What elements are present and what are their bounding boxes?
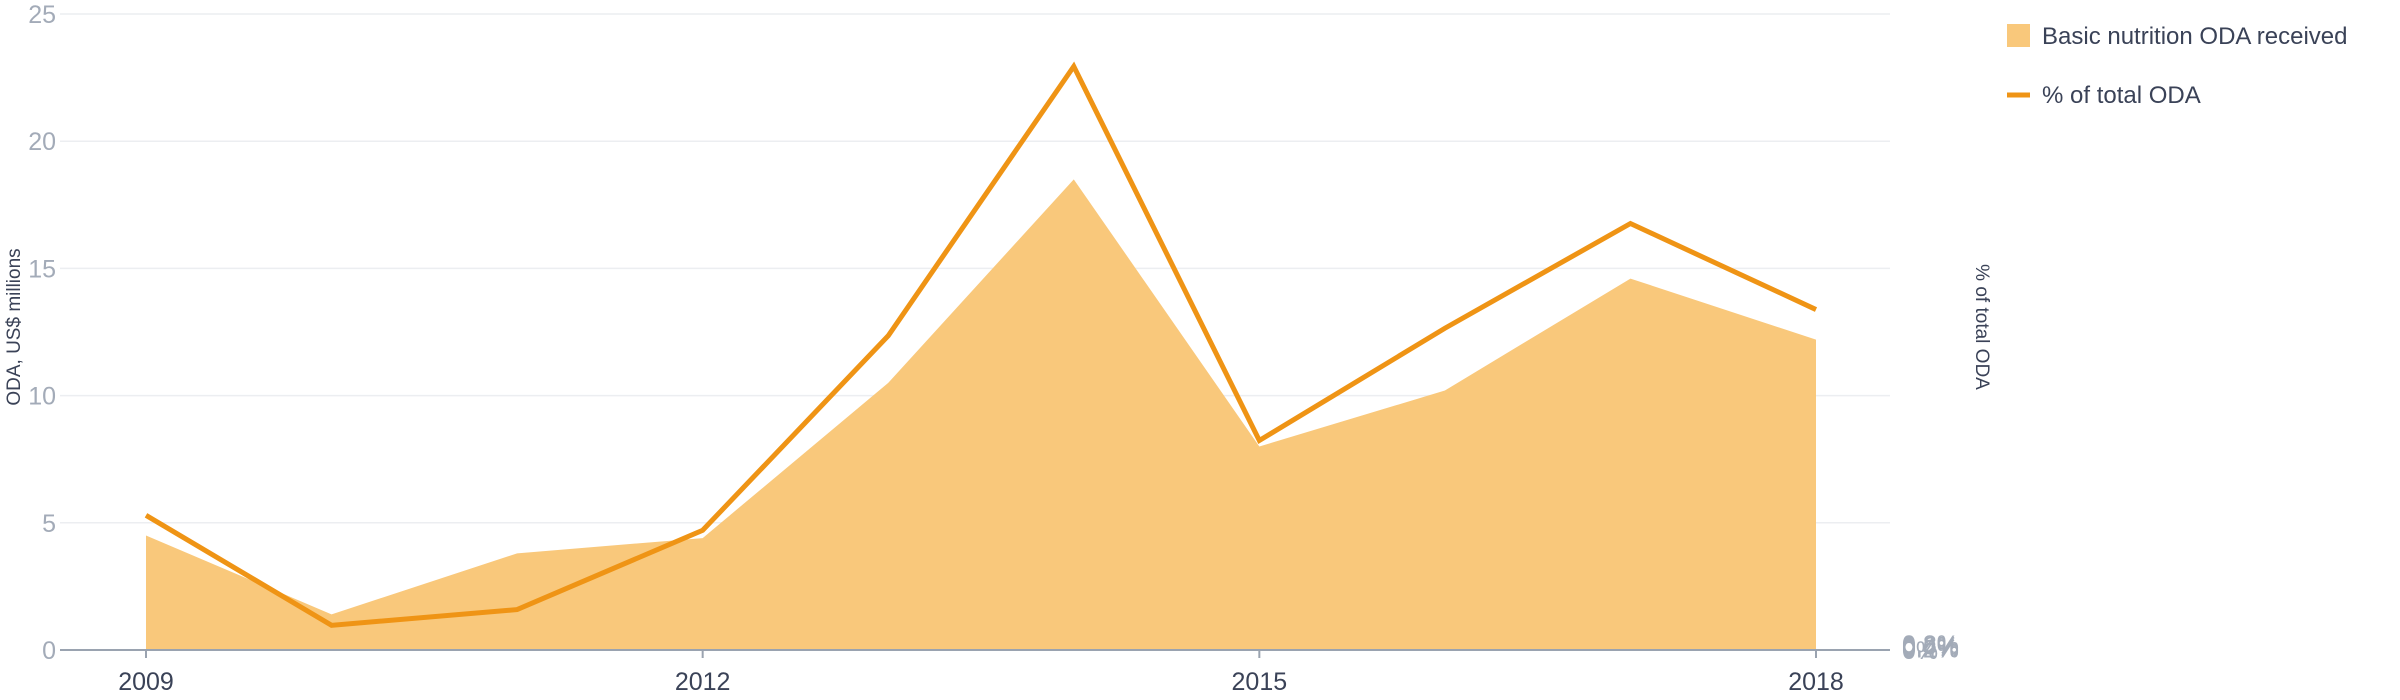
area-basic-nutrition-oda: [146, 179, 1816, 651]
x-tick-label: 2015: [1232, 668, 1288, 696]
left-tick-label: 5: [42, 510, 56, 538]
left-axis-title: ODA, US$ millions: [4, 248, 25, 405]
right-tick-label: 0.8%: [1902, 631, 1959, 659]
left-tick-label: 10: [28, 383, 56, 411]
legend-area-swatch: [2007, 24, 2030, 47]
left-axis-ticks: 0 5 10 15 20 25: [28, 1, 56, 665]
line-percent-total-oda: [144, 61, 1818, 628]
left-tick-label: 15: [28, 255, 56, 283]
x-tick-label: 2009: [118, 668, 174, 696]
x-tick-label: 2018: [1788, 668, 1844, 696]
right-tick-label: 0.4%: [1902, 634, 1959, 662]
right-tick-label: 0.2%: [1902, 636, 1959, 664]
left-tick-label: 25: [28, 1, 56, 29]
right-axis-ticks: 0%0.2%0.4%0.6%0.8%: [1902, 631, 1959, 665]
left-tick-label: 0: [42, 637, 56, 665]
legend-area-label: Basic nutrition ODA received: [2042, 23, 2347, 50]
right-axis-title: % of total ODA: [1971, 264, 1992, 390]
x-tick-label: 2012: [675, 668, 731, 696]
x-axis-ticks: 2009 2012 2015 2018: [118, 650, 1844, 696]
right-tick-label: 0.6%: [1902, 633, 1959, 661]
legend-line-label: % of total ODA: [2042, 82, 2201, 109]
left-tick-label: 20: [28, 128, 56, 156]
legend: Basic nutrition ODA received % of total …: [2007, 23, 2347, 109]
right-tick-label: 0%: [1902, 637, 1938, 665]
